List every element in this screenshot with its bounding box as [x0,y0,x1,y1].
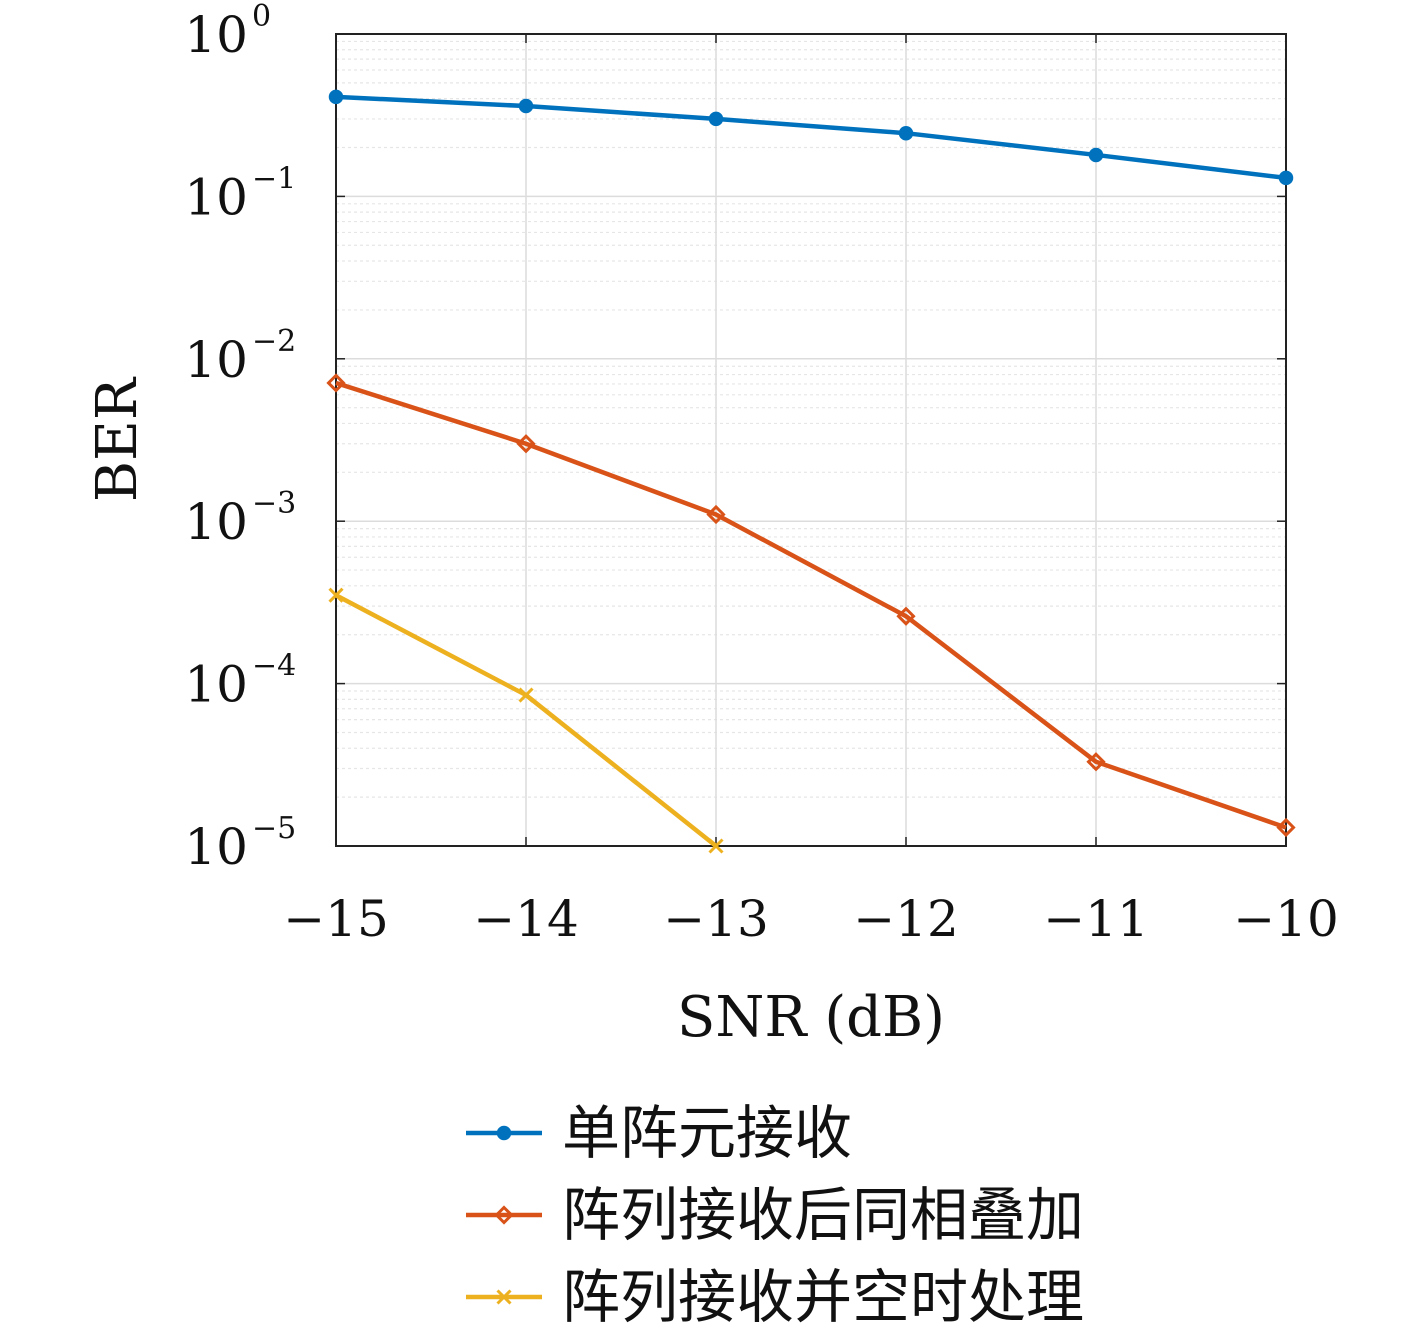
legend-label: 阵列接收后同相叠加 [562,1181,1084,1249]
legend-item-1: 单阵元接收 [466,1099,852,1167]
x-tick-label: −15 [283,890,389,948]
marker-stroke [328,587,344,603]
legend-marker [496,1125,512,1141]
y-tick-exponent: −2 [252,324,296,359]
y-tick-exponent: −3 [252,486,296,521]
data-point [516,434,536,454]
marker-stroke [518,687,534,703]
marker-stroke [708,838,724,854]
legend-item-2: 阵列接收后同相叠加 [466,1181,1084,1249]
y-tick-exponent: −5 [252,811,296,846]
x-axis-label: SNR (dB) [677,985,945,1050]
data-point [518,98,534,114]
data-point [328,89,344,105]
y-tick-label: 10 [184,168,248,226]
series-3 [328,587,724,854]
data-point [1088,147,1104,163]
data-point [328,587,344,603]
data-point [898,125,914,141]
marker-stroke [496,1289,512,1305]
legend-marker [494,1205,514,1225]
data-point [326,373,346,393]
x-tick-label: −12 [853,890,959,948]
legend-item-3: 阵列接收并空时处理 [466,1263,1084,1331]
y-axis-label: BER [85,376,150,502]
y-tick-label: 10 [184,656,248,714]
data-point [1278,170,1294,186]
y-tick-label: 10 [184,493,248,551]
plot-frame [335,33,1287,847]
x-tick-label: −13 [663,890,769,948]
legend-marker [496,1289,512,1305]
x-tick-label: −11 [1043,890,1149,948]
series-2 [326,373,1296,838]
data-point [1086,752,1106,772]
legend-label: 阵列接收并空时处理 [562,1263,1084,1331]
data-point [518,687,534,703]
series-line [335,94,1287,181]
data-point [706,504,726,525]
major-grid [335,33,1287,847]
x-tick-labels: −15 −14 −13 −12 −11 −10 [283,890,1339,948]
y-tick-label: 10 [184,818,248,876]
y-tick-label: 10 [184,6,248,64]
y-tick-label: 10 [184,331,248,389]
data-point [896,606,916,626]
y-tick-exponent: −4 [252,649,296,684]
x-tick-label: −14 [473,890,579,948]
series-layer [326,89,1296,854]
data-point [708,838,724,854]
x-tick-label: −10 [1233,890,1339,948]
y-tick-exponent: 0 [252,0,271,34]
legend-label: 单阵元接收 [562,1099,852,1167]
y-tick-exponent: −1 [252,161,296,196]
series-line [335,380,1287,830]
minor-grid [336,40,1286,798]
series-1 [328,89,1294,186]
data-point [708,111,724,127]
data-point [1276,817,1296,838]
frame-ticks [335,33,1287,847]
